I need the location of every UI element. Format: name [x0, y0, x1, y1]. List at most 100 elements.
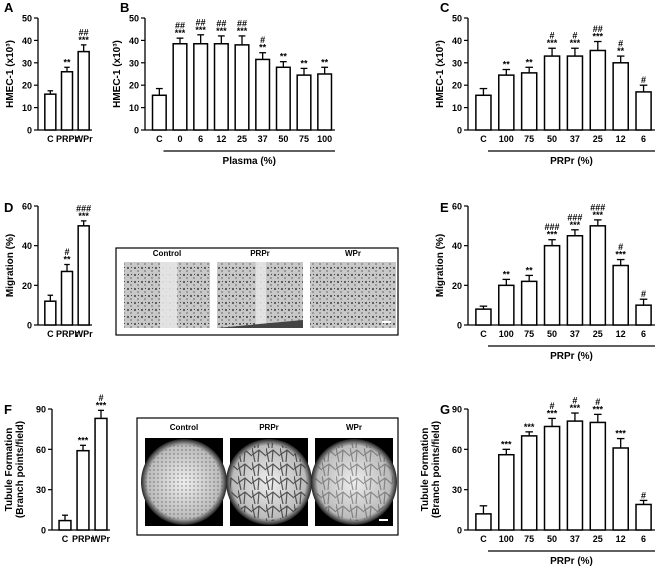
significance-mark: #	[618, 242, 623, 252]
significance-mark: **	[617, 46, 625, 56]
significance-mark: #	[572, 31, 577, 41]
bar	[543, 244, 561, 326]
x-axis-label: Plasma (%)	[223, 156, 276, 167]
bar	[612, 447, 629, 531]
significance-mark: ***	[547, 230, 558, 240]
y-axis-label: Migration (%)	[5, 234, 16, 297]
x-tick-label: 75	[524, 534, 534, 544]
bar	[193, 43, 209, 131]
bar	[520, 435, 538, 531]
y-tick-label: 30	[129, 58, 139, 68]
bar	[76, 449, 90, 531]
y-axis-label: HMEC-1 (x10³)	[112, 40, 123, 108]
significance-mark: #	[618, 39, 623, 49]
significance-mark: #	[641, 289, 646, 299]
tubules	[145, 443, 223, 521]
y-tick-label: 10	[129, 103, 139, 113]
x-tick-label: 37	[570, 134, 580, 144]
x-tick-label: 25	[593, 329, 603, 339]
x-tick-label: C	[480, 329, 487, 339]
y-axis-label: (Branch points/field)	[15, 421, 26, 518]
y-tick-label: 40	[22, 241, 32, 251]
x-tick-label: 12	[616, 329, 626, 339]
bar	[44, 300, 57, 326]
significance-mark: ###	[590, 202, 605, 212]
x-axis-label: PRPr (%)	[550, 351, 593, 362]
x-tick-label: PRPr	[72, 534, 95, 544]
x-tick-label: C	[47, 134, 54, 144]
scratch-gap	[160, 262, 178, 328]
x-tick-label: 6	[641, 134, 646, 144]
y-tick-label: 10	[452, 103, 462, 113]
y-tick-label: 40	[452, 241, 462, 251]
y-axis-label: Tubule Formation	[420, 428, 431, 512]
bar	[475, 513, 492, 531]
panel-letter: G	[440, 402, 450, 417]
micrograph-label: Control	[153, 249, 181, 258]
x-tick-label: WPr	[75, 134, 93, 144]
significance-mark: ###	[545, 222, 560, 232]
significance-mark: ***	[195, 25, 206, 35]
x-tick-label: 75	[524, 134, 534, 144]
x-tick-label: C	[480, 134, 487, 144]
bar	[589, 421, 607, 531]
y-tick-label: 0	[134, 126, 139, 136]
significance-mark: ***	[175, 28, 186, 38]
y-tick-label: 40	[22, 36, 32, 46]
x-tick-label: 12	[616, 134, 626, 144]
y-tick-label: 30	[22, 58, 32, 68]
significance-mark: ***	[78, 35, 89, 45]
y-tick-label: 40	[452, 36, 462, 46]
x-tick-label: 25	[237, 134, 247, 144]
panel-letter: F	[4, 402, 12, 417]
y-axis-label: HMEC-1 (x10³)	[435, 40, 446, 108]
shadow	[217, 320, 303, 328]
micrograph-label: Control	[170, 423, 198, 432]
x-tick-label: 6	[641, 534, 646, 544]
significance-mark: ***	[570, 38, 581, 48]
significance-mark: #	[641, 490, 646, 500]
y-tick-label: 90	[452, 405, 462, 415]
x-tick-label: PRPr	[56, 134, 79, 144]
y-tick-label: 30	[36, 485, 46, 495]
bar	[635, 91, 652, 131]
significance-mark: ***	[96, 400, 107, 410]
x-tick-label: 12	[216, 134, 226, 144]
bar	[77, 225, 90, 326]
x-tick-label: WPr	[75, 329, 93, 339]
significance-mark: **	[300, 58, 308, 68]
significance-mark: **	[63, 255, 71, 265]
bar	[213, 43, 229, 131]
y-tick-label: 0	[41, 526, 46, 536]
significance-mark: #	[64, 247, 69, 257]
panel-letter: E	[440, 200, 449, 215]
significance-mark: ***	[547, 408, 558, 418]
significance-mark: ###	[76, 203, 91, 213]
y-tick-label: 0	[457, 321, 462, 331]
significance-mark: ***	[78, 211, 89, 221]
bar	[566, 55, 584, 131]
significance-mark: ***	[78, 435, 89, 445]
significance-mark: **	[259, 43, 267, 53]
bar	[151, 94, 167, 131]
x-tick-label: 50	[547, 134, 557, 144]
y-tick-label: 60	[452, 202, 462, 212]
panel-letter: C	[440, 0, 450, 15]
bar	[543, 425, 561, 531]
significance-mark: **	[321, 57, 329, 67]
significance-mark: ##	[593, 24, 603, 34]
y-tick-label: 90	[36, 405, 46, 415]
significance-mark: ***	[216, 26, 227, 36]
y-axis-label: (Branch points/field)	[431, 421, 442, 518]
significance-mark: **	[63, 57, 71, 67]
x-tick-label: 75	[299, 134, 309, 144]
bar	[543, 55, 561, 131]
x-tick-label: 37	[570, 329, 580, 339]
x-tick-label: 37	[258, 134, 268, 144]
y-tick-label: 50	[452, 14, 462, 24]
significance-mark: ##	[237, 18, 247, 28]
significance-mark: ***	[547, 38, 558, 48]
significance-mark: ***	[570, 220, 581, 230]
bar	[475, 308, 492, 326]
significance-mark: #	[641, 75, 646, 85]
